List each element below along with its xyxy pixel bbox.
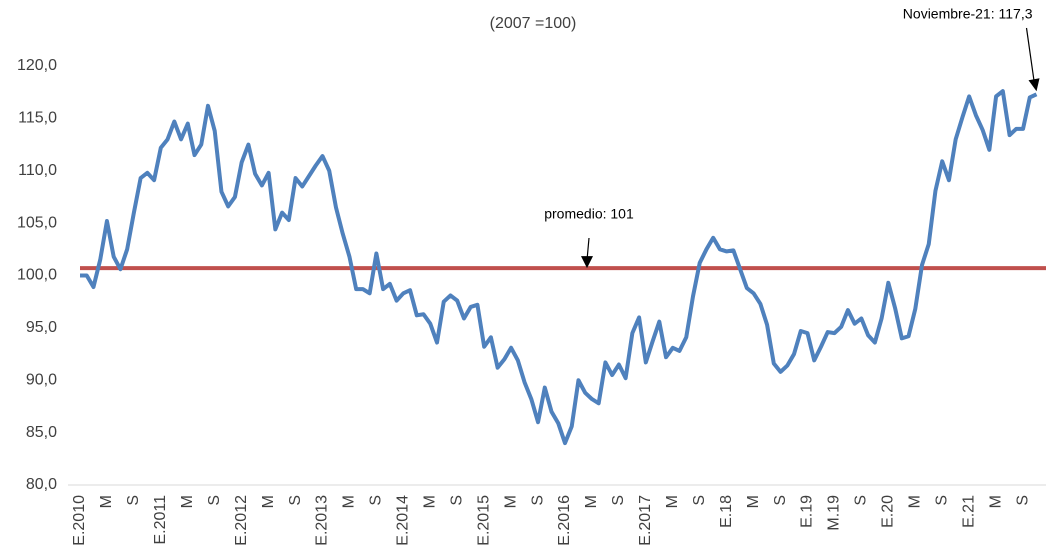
y-tick-label: 110,0 — [18, 162, 57, 179]
y-tick-label: 100,0 — [17, 267, 57, 284]
y-tick-label: 95,0 — [26, 319, 57, 336]
x-tick-label: E.18 — [718, 495, 735, 528]
x-tick-label: S — [529, 495, 546, 506]
x-tick-label: S — [448, 495, 465, 506]
x-tick-label: E.2015 — [475, 495, 492, 546]
y-tick-label: 90,0 — [26, 371, 57, 388]
arrow — [1025, 27, 1036, 85]
x-tick-label: M — [906, 495, 923, 508]
x-tick-label: M — [341, 495, 358, 508]
x-tick-label: S — [853, 495, 870, 506]
y-tick-label: 120,0 — [17, 57, 57, 74]
x-tick-label: S — [772, 495, 789, 506]
x-tick-label: S — [125, 495, 142, 506]
x-tick-label: M — [745, 495, 762, 508]
x-tick-label: S — [206, 495, 223, 506]
x-tick-label: E.2014 — [395, 495, 412, 546]
x-tick-label: M — [179, 495, 196, 508]
x-tick-label: M — [583, 495, 600, 508]
arrow-head — [581, 256, 593, 269]
last-point-label: Noviembre-21: 117,3 — [903, 6, 1033, 22]
x-tick-label: M — [502, 495, 519, 508]
x-tick-label: E.2013 — [314, 495, 331, 546]
x-tick-label: M — [260, 495, 277, 508]
x-tick-label: S — [691, 495, 708, 506]
x-tick-label: E.2011 — [152, 495, 169, 545]
x-tick-label: E.2010 — [71, 495, 88, 546]
x-tick-label: S — [933, 495, 950, 506]
line-series — [80, 89, 1038, 446]
x-tick-label: S — [368, 495, 385, 506]
x-tick-label: E.19 — [799, 495, 816, 528]
y-tick-label: 105,0 — [17, 214, 57, 231]
x-tick-label: M — [664, 495, 681, 508]
y-tick-label: 80,0 — [26, 476, 57, 493]
x-tick-label: E.2016 — [556, 495, 573, 546]
x-tick-label: M — [98, 495, 115, 508]
y-tick-label: 115,0 — [18, 110, 57, 127]
chart-subtitle: (2007 =100) — [490, 15, 577, 32]
x-tick-label: E.2017 — [637, 495, 654, 546]
reference-label: promedio: 101 — [544, 206, 634, 222]
arrow-head — [1028, 78, 1040, 92]
x-tick-label: S — [1014, 495, 1031, 506]
x-tick-label: E.20 — [880, 495, 897, 528]
x-tick-label: S — [610, 495, 627, 506]
x-tick-label: M.19 — [826, 495, 843, 531]
x-tick-label: E.21 — [960, 495, 977, 528]
x-tick-label: S — [287, 495, 304, 506]
x-tick-label: E.2012 — [233, 495, 250, 546]
y-tick-label: 85,0 — [26, 424, 57, 441]
x-tick-label: M — [987, 495, 1004, 508]
x-tick-label: M — [421, 495, 438, 508]
